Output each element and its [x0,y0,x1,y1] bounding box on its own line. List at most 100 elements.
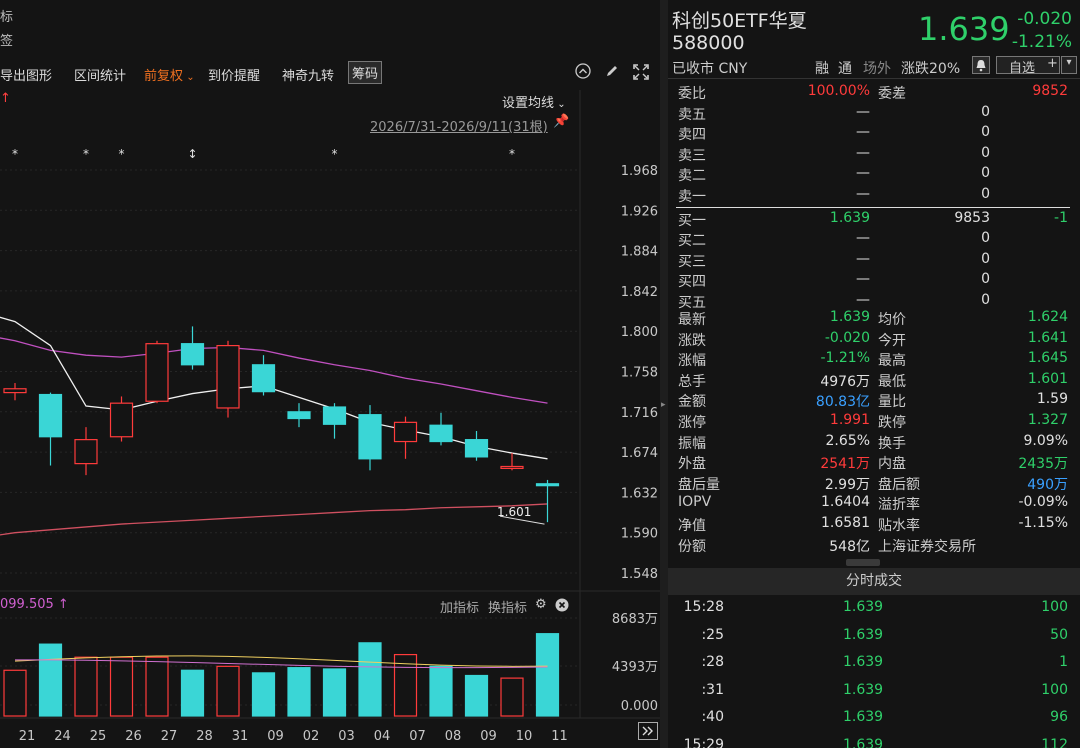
draw-pen-icon[interactable] [604,63,620,83]
kline-chart[interactable]: * * * ↕ * * 1.968 1.926 1.884 1.842 1.800 1.758 1.7… [0,90,660,748]
stat-label: IOPV [678,494,712,511]
bid-volume: 9853 [954,209,990,226]
ask-row[interactable]: 卖二 — 0 [668,164,1078,185]
signal-marker[interactable]: * [332,147,338,161]
volume-bar[interactable] [74,656,98,717]
range-stat-button[interactable]: 区间统计 [74,69,127,84]
date-label: 26 [125,729,142,744]
pin-icon[interactable]: 📌 [553,114,570,129]
candle-body[interactable] [393,421,418,443]
watchlist-button[interactable]: 自选 + [996,56,1060,76]
stats-row: 净值 1.6581 贴水率 -1.15% [668,514,1078,535]
switch-indicator-button[interactable]: 换指标 [488,601,528,616]
volume-bar[interactable] [429,665,453,717]
low-pointer-line [499,515,545,525]
bid-row[interactable]: 买三 — 0 [668,250,1078,271]
signal-marker[interactable]: * [83,147,89,161]
candle-body[interactable] [109,402,134,438]
volume-axis-label: 8683万 [612,612,658,627]
signal-marker[interactable]: * [509,147,515,161]
bid-label: 买二 [678,233,706,250]
plus-icon: + [1047,56,1058,71]
stats-row: IOPV 1.6404 溢折率 -0.09% [668,493,1078,514]
quote-panel: 科创50ETF华夏 588000 1.639 -0.020 -1.21% 已收市… [668,0,1080,748]
volume-bar[interactable] [535,633,560,717]
ask-row[interactable]: 卖五 — 0 [668,103,1078,124]
candle-body[interactable] [145,343,169,402]
ask-row[interactable]: 卖一 — 0 [668,185,1078,206]
volume-bar[interactable] [393,653,418,717]
candle-body[interactable] [358,414,382,460]
bid-change: -1 [1054,209,1068,226]
volume-bar[interactable] [3,669,27,717]
candle-body[interactable] [216,344,240,409]
bid-volume: 0 [981,271,990,288]
volume-bar[interactable] [500,677,524,717]
candle-body[interactable] [500,465,524,470]
price-axis-label: 1.716 [621,406,658,421]
ratio-label: 委比 [678,86,706,102]
fullscreen-icon[interactable] [632,63,650,85]
tick-volume: 1 [1059,654,1068,670]
expand-right-icon[interactable] [638,722,658,744]
chips-button[interactable]: 筹码 [348,61,383,84]
volume-bar[interactable] [358,642,382,717]
volume-bar[interactable] [109,656,134,717]
volume-bar[interactable] [251,672,276,717]
watchlist-dropdown-icon[interactable]: ▾ [1061,56,1077,74]
candle-body[interactable] [535,483,560,487]
panel-splitter[interactable]: ▸ [660,0,668,748]
signal-marker[interactable]: * [119,147,125,161]
candle-body[interactable] [180,343,205,366]
volume-bar[interactable] [464,674,489,717]
collapse-icon[interactable] [575,63,591,83]
price-axis-label: 1.758 [621,366,658,381]
volume-bar[interactable] [216,665,240,717]
last-price: 1.639 [918,10,1010,48]
candle-body[interactable] [322,406,347,425]
candle-body[interactable] [287,411,311,420]
tick-time: 15:28 [683,599,724,615]
nine-turn-button[interactable]: 神奇九转 [282,69,335,84]
bid-row[interactable]: 买二 — 0 [668,229,1078,250]
volume-bar[interactable] [322,668,347,717]
bid-row[interactable]: 买五 — 0 [668,291,1078,312]
date-label: 10 [516,729,533,744]
stats-row: 外盘 2541万 内盘 2435万 [668,452,1078,473]
candle-body[interactable] [38,393,63,438]
top-label-2: 签 [0,34,14,49]
ticks-list[interactable]: 15:28 1.639 100:25 1.639 50:28 1.639 1:31 1.639… [668,595,1080,748]
signal-marker[interactable]: ↕ [187,147,197,161]
chevron-right-icon[interactable]: ▸ [661,400,666,410]
stat-value: -0.09% [1018,494,1068,511]
gear-icon[interactable]: ⚙ [535,597,547,612]
stat-label: 金额 [678,394,706,411]
export-chart-button[interactable]: 导出图形 [0,69,53,84]
ask-row[interactable]: 卖三 — 0 [668,144,1078,165]
signal-marker[interactable]: * [12,147,18,161]
bid-row[interactable]: 买四 — 0 [668,270,1078,291]
bid-row[interactable]: 买一 1.639 9853 -1 [668,209,1078,230]
candle-body[interactable] [74,439,98,465]
ask-row[interactable]: 卖四 — 0 [668,123,1078,144]
candle-body[interactable] [251,364,276,393]
price-alert-button[interactable]: 到价提醒 [208,69,261,84]
date-label: 27 [161,729,178,744]
volume-bar[interactable] [145,656,169,717]
volume-bar[interactable] [180,669,205,717]
candle-body[interactable] [464,439,489,458]
chevron-down-icon: ⌄ [554,99,566,110]
add-indicator-button[interactable]: 加指标 [440,601,480,616]
bell-icon[interactable] [972,56,990,74]
volume-bar[interactable] [38,643,63,717]
candle-body[interactable] [429,424,453,443]
volume-bar[interactable] [287,667,311,717]
up-arrow-icon: ↑ [0,91,11,106]
close-icon[interactable] [555,597,569,616]
adjust-dropdown[interactable]: 前复权 ⌄ [144,65,195,84]
ma-settings-dropdown[interactable]: 设置均线 ⌄ [502,92,566,111]
date-label: 08 [445,729,462,744]
indicator-value-text: 099.505 [0,597,54,612]
stat-value: 2.99万 [824,476,870,493]
candle-body[interactable] [3,388,27,394]
